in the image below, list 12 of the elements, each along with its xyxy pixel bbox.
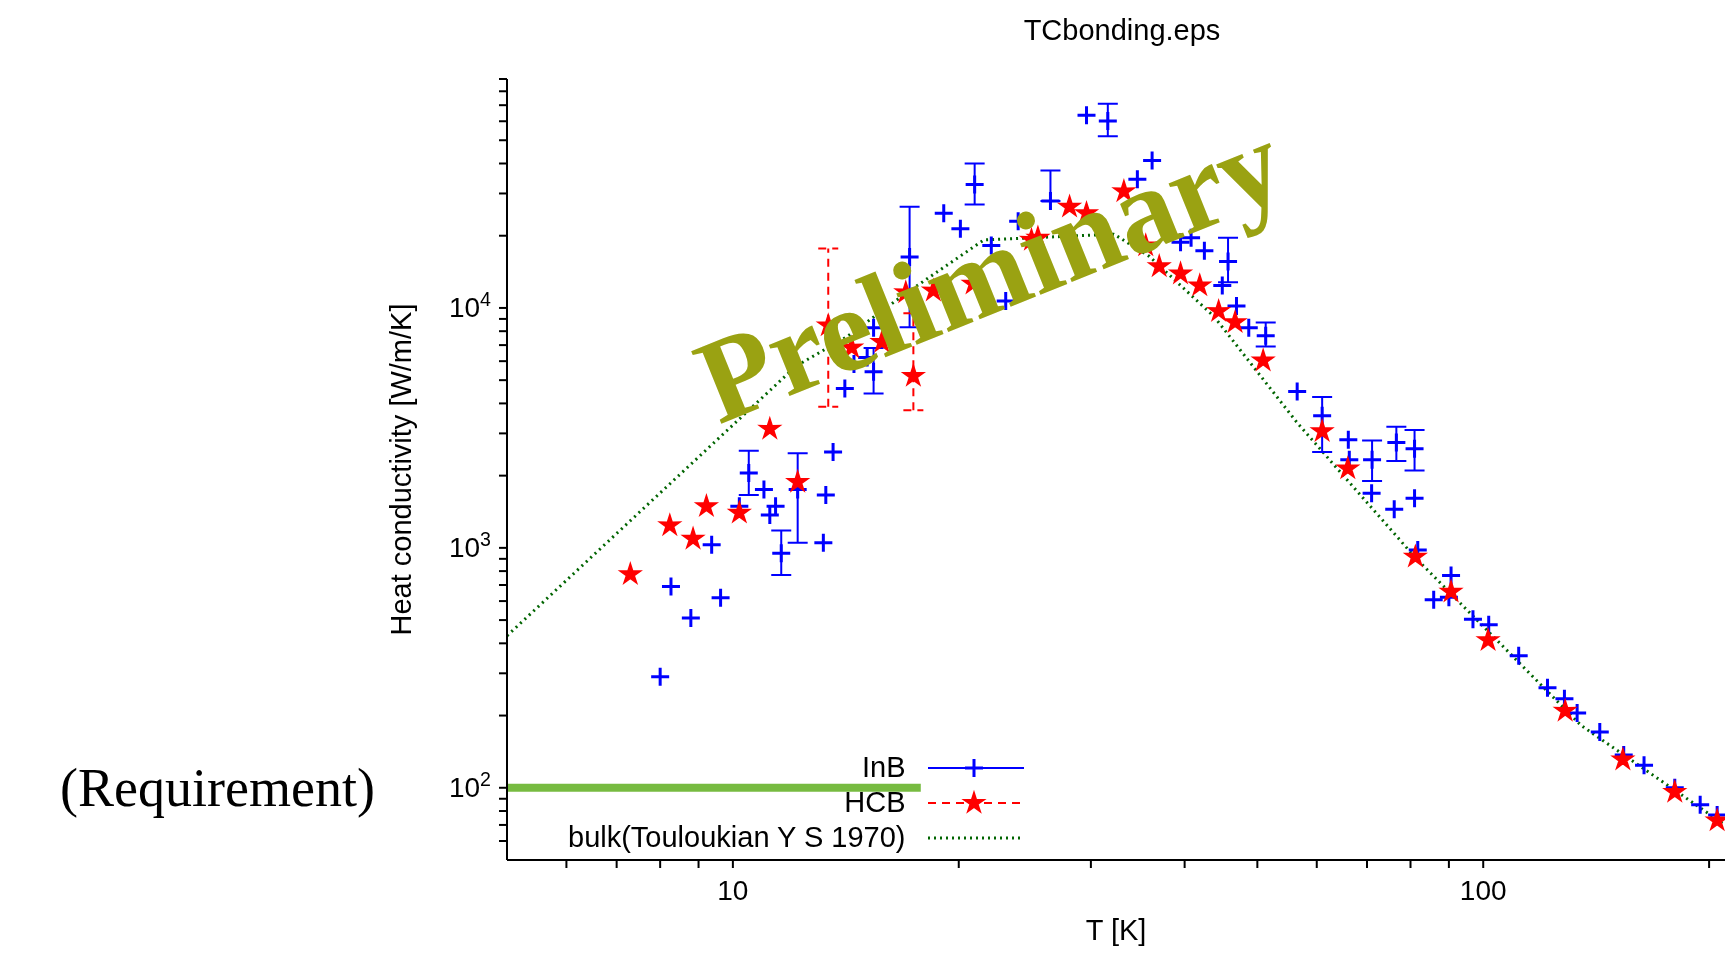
annotation: (Requirement) xyxy=(60,756,375,819)
x-tick-label: 10 xyxy=(717,875,749,906)
legend-label: InB xyxy=(861,751,906,784)
y-tick-label: 10$^{2}$ xyxy=(448,767,491,803)
legend-label: bulk(Touloukian Y S 1970) xyxy=(568,821,906,854)
legend-label: HCB xyxy=(844,786,906,819)
x-tick-label: 100 xyxy=(1459,875,1507,906)
y-tick-label: 10$^{4}$ xyxy=(448,287,492,323)
x-axis-title: T [K] xyxy=(1085,914,1147,946)
chart-title: TCbonding.eps xyxy=(1023,14,1221,47)
y-axis-title: Heat conductivity [W/m/K] xyxy=(385,303,418,636)
y-tick-label: 10$^{3}$ xyxy=(448,527,492,563)
